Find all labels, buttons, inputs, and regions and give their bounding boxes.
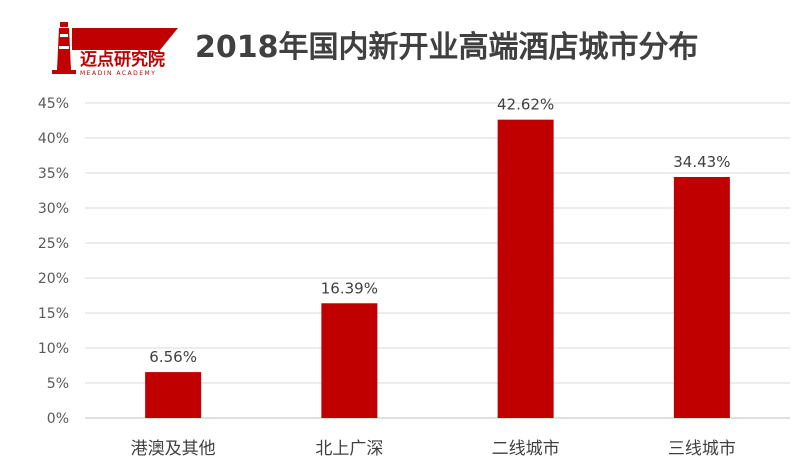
category-label: 三线城市: [668, 439, 736, 459]
y-axis: 0% 5% 10% 15% 20% 25% 30% 35% 40% 45%: [38, 96, 69, 427]
y-tick-label: 25%: [38, 236, 69, 252]
y-tick-label: 20%: [38, 271, 69, 287]
lighthouse-icon: [52, 22, 76, 74]
chart-title: 2018年国内新开业高端酒店城市分布: [195, 30, 699, 65]
data-label: 34.43%: [673, 153, 730, 171]
bar: [145, 372, 202, 418]
bar: [321, 303, 378, 418]
x-axis: 港澳及其他 北上广深 二线城市 三线城市: [131, 439, 736, 459]
category-label: 二线城市: [492, 439, 560, 459]
logo-subtext: MEADIN ACADEMY: [80, 70, 156, 77]
bar: [673, 176, 730, 418]
y-tick-label: 35%: [38, 166, 69, 182]
y-tick-label: 5%: [47, 376, 69, 392]
y-tick-label: 0%: [47, 411, 69, 427]
y-tick-label: 45%: [38, 96, 69, 112]
category-label: 北上广深: [315, 439, 383, 459]
brand-logo: 迈点研究院 MEADIN ACADEMY: [50, 20, 180, 78]
data-label: 6.56%: [149, 348, 197, 366]
y-tick-label: 40%: [38, 131, 69, 147]
category-label: 港澳及其他: [131, 439, 216, 459]
bars: [145, 119, 730, 418]
logo-text: 迈点研究院: [80, 49, 165, 70]
y-tick-label: 30%: [38, 201, 69, 217]
data-label: 16.39%: [321, 279, 378, 297]
logo-banner: [72, 28, 178, 50]
data-label: 42.62%: [497, 96, 554, 114]
gridlines: [85, 102, 790, 419]
data-labels: 6.56% 16.39% 42.62% 34.43%: [149, 96, 730, 366]
y-tick-label: 10%: [38, 341, 69, 357]
bar: [497, 119, 554, 418]
y-tick-label: 15%: [38, 306, 69, 322]
